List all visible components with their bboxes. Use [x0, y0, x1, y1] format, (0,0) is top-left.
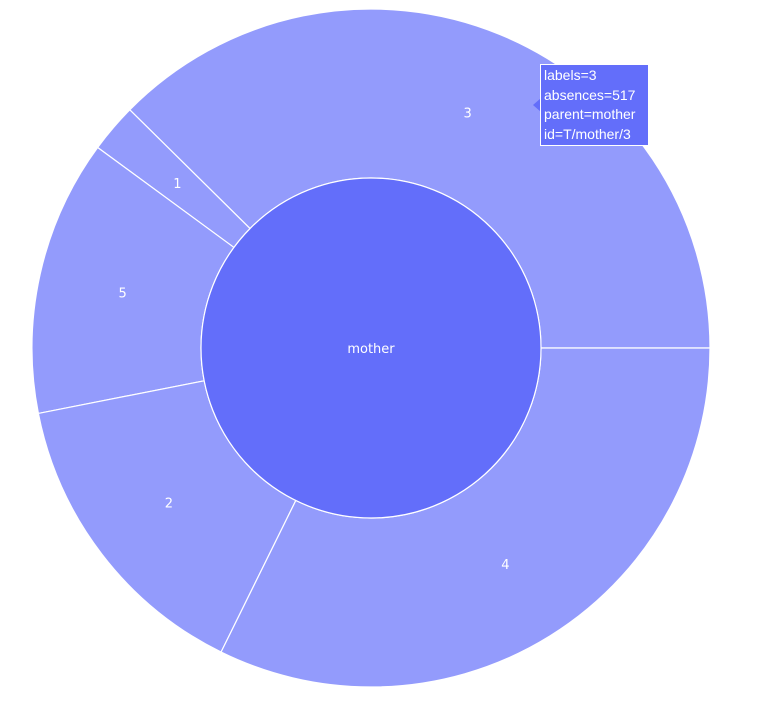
sector-label-2: 2 — [165, 497, 173, 512]
tooltip-id-line: id=T/mother/3 — [544, 125, 631, 142]
sector-label-5: 5 — [118, 287, 126, 302]
tooltip-labels-line: labels=3 — [544, 67, 597, 83]
sector-label-4: 4 — [501, 558, 509, 573]
tooltip-arrow — [533, 98, 541, 112]
sector-label-1: 1 — [173, 177, 181, 192]
sector-labels: 3 1 5 2 4 mother — [118, 107, 509, 574]
root-label: mother — [347, 342, 395, 357]
center-node — [200, 177, 542, 519]
sector-label-3: 3 — [464, 107, 472, 122]
root-circle[interactable] — [200, 177, 542, 519]
tooltip-absences-line: absences=517 — [544, 86, 636, 103]
tooltip-parent-line: parent=mother — [544, 106, 636, 122]
hover-tooltip: labels=3 absences=517 parent=mother id=T… — [540, 64, 649, 146]
